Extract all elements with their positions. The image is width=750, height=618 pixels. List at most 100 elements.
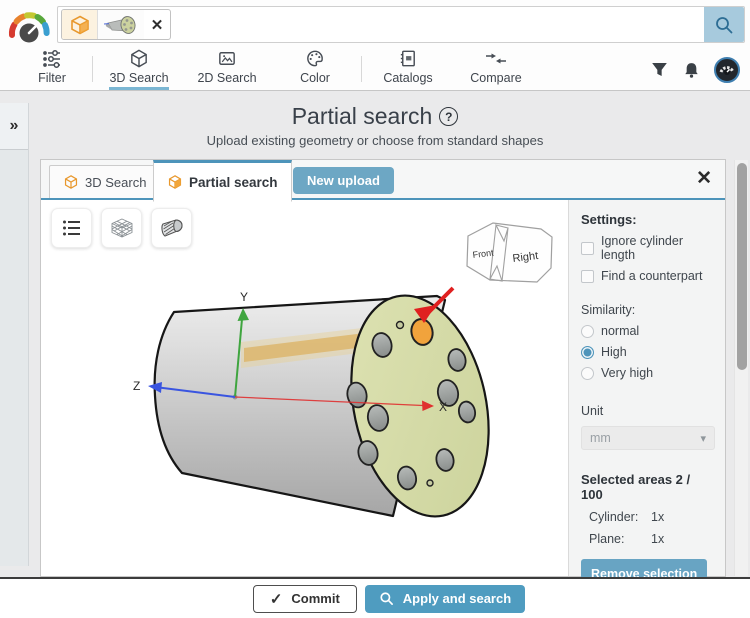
cylinder-thumbnail-icon xyxy=(103,15,136,34)
remove-chip-button[interactable]: ✕ xyxy=(150,16,164,34)
nav-label: Color xyxy=(300,71,330,85)
checkbox-ignore-cylinder-length[interactable]: Ignore cylinder length xyxy=(581,234,715,262)
top-bar: ✕ xyxy=(0,0,750,48)
avatar-gauge-icon xyxy=(719,65,735,75)
vertical-scrollbar[interactable] xyxy=(734,160,748,576)
sidebar-expand-button[interactable]: » xyxy=(0,103,28,150)
close-icon[interactable]: ✕ xyxy=(696,168,712,189)
tab-label: 3D Search xyxy=(85,174,147,190)
viewport-toolbar xyxy=(51,208,192,248)
nav-item-color[interactable]: Color xyxy=(271,48,359,90)
commit-button[interactable]: ✓ Commit xyxy=(252,584,357,613)
unit-select[interactable]: mm ▾ xyxy=(581,426,715,450)
checkbox-label: Find a counterpart xyxy=(601,269,703,283)
orange-cube-icon xyxy=(70,15,89,34)
list-view-button[interactable] xyxy=(51,208,92,248)
search-icon xyxy=(716,16,733,33)
query-chip-group: ✕ xyxy=(61,9,171,40)
selected-area-row: Plane: 1x xyxy=(581,532,715,546)
help-icon[interactable]: ? xyxy=(439,107,459,126)
card-body: Front Right xyxy=(41,200,725,589)
nav-item-catalogs[interactable]: Catalogs xyxy=(364,48,452,90)
axis-y-label: Y xyxy=(240,290,248,304)
radio-similarity-high[interactable]: High xyxy=(581,345,715,359)
orange-cube-filled-icon xyxy=(168,175,182,189)
cylinder-model-chip[interactable] xyxy=(98,10,144,39)
footer-bar: ✓ Commit Apply and search xyxy=(0,577,750,618)
tab-partial-search[interactable]: Partial search xyxy=(153,160,292,202)
area-type: Cylinder: xyxy=(589,510,639,524)
checkbox[interactable] xyxy=(581,241,594,255)
nav-label: Compare xyxy=(470,70,522,85)
checkbox[interactable] xyxy=(581,269,594,283)
selection-arrow xyxy=(414,286,455,323)
page-subtitle: Upload existing geometry or choose from … xyxy=(206,133,544,148)
gauge-logo-icon xyxy=(8,12,50,43)
nav-item-compare[interactable]: Compare xyxy=(452,48,540,90)
shape-chip[interactable] xyxy=(62,10,98,39)
nav-separator xyxy=(92,56,93,82)
main-nav: Filter 3D Search 2D Search xyxy=(0,48,750,91)
nav-label: Catalogs xyxy=(383,71,433,85)
unit-value: mm xyxy=(590,431,611,445)
nav-right-icons xyxy=(650,48,740,91)
area-count: 1x xyxy=(651,510,665,524)
apply-and-search-button[interactable]: Apply and search xyxy=(364,584,526,613)
tab-3d-search[interactable]: 3D Search xyxy=(49,165,161,198)
list-icon xyxy=(62,220,80,236)
palette-icon xyxy=(307,50,323,67)
search-field[interactable]: ✕ xyxy=(57,6,745,43)
check-icon: ✓ xyxy=(269,590,283,608)
axis-x-label: X xyxy=(439,400,447,414)
unit-label: Unit xyxy=(581,404,604,418)
apply-label: Apply and search xyxy=(402,591,512,606)
settings-heading: Settings: xyxy=(581,212,637,227)
radio-button[interactable] xyxy=(581,324,594,338)
wireframe-view-button[interactable] xyxy=(101,208,142,248)
compare-arrows-icon xyxy=(486,53,506,63)
radio-similarity-normal[interactable]: normal xyxy=(581,324,715,338)
radio-label: normal xyxy=(601,324,640,338)
shaded-solid-icon xyxy=(160,219,183,237)
similarity-label: Similarity: xyxy=(581,303,636,317)
nav-label: 3D Search xyxy=(109,71,169,90)
selected-cylinder-hole[interactable] xyxy=(409,317,435,347)
radio-label: High xyxy=(601,345,627,359)
cube-icon xyxy=(131,49,147,68)
radio-button[interactable] xyxy=(581,366,594,380)
content-area: » Partial search ? Upload existing geome… xyxy=(0,91,750,618)
chevron-down-icon: ▾ xyxy=(700,432,706,445)
nav-separator xyxy=(361,56,362,82)
3d-viewport[interactable]: Front Right xyxy=(41,200,568,576)
commit-label: Commit xyxy=(291,591,340,606)
checkbox-find-counterpart[interactable]: Find a counterpart xyxy=(581,269,715,283)
user-avatar[interactable] xyxy=(714,56,740,83)
search-icon xyxy=(380,592,393,605)
image-icon xyxy=(219,52,235,65)
nav-item-filter[interactable]: Filter xyxy=(14,48,90,90)
selected-areas-heading: Selected areas 2 / 100 xyxy=(581,472,691,502)
page-title: Partial search xyxy=(291,103,433,129)
scrollbar-thumb[interactable] xyxy=(737,163,747,370)
settings-panel: Settings: Ignore cylinder length Find a … xyxy=(568,200,725,589)
nav-item-3d-search[interactable]: 3D Search xyxy=(95,48,183,90)
checkbox-label: Ignore cylinder length xyxy=(601,234,683,262)
sliders-icon xyxy=(43,49,60,68)
shaded-view-button[interactable] xyxy=(151,208,192,248)
axis-z-label: Z xyxy=(133,379,140,393)
new-upload-button[interactable]: New upload xyxy=(293,167,394,194)
orange-cube-outline-icon xyxy=(64,175,78,189)
radio-similarity-very-high[interactable]: Very high xyxy=(581,366,715,380)
search-input[interactable] xyxy=(171,7,744,42)
funnel-filter-icon[interactable] xyxy=(650,60,669,79)
cylinder-model-scene: Y Z X xyxy=(133,286,490,518)
notifications-bell-icon[interactable] xyxy=(682,60,701,80)
page-title-block: Partial search ? Upload existing geometr… xyxy=(0,103,750,148)
search-button[interactable] xyxy=(704,7,744,42)
area-type: Plane: xyxy=(589,532,625,546)
nav-item-2d-search[interactable]: 2D Search xyxy=(183,48,271,90)
collapsed-sidebar: » xyxy=(0,103,29,566)
radio-button-selected[interactable] xyxy=(581,345,594,359)
tab-label: Partial search xyxy=(189,174,278,190)
view-cube[interactable]: Front Right xyxy=(460,216,554,292)
